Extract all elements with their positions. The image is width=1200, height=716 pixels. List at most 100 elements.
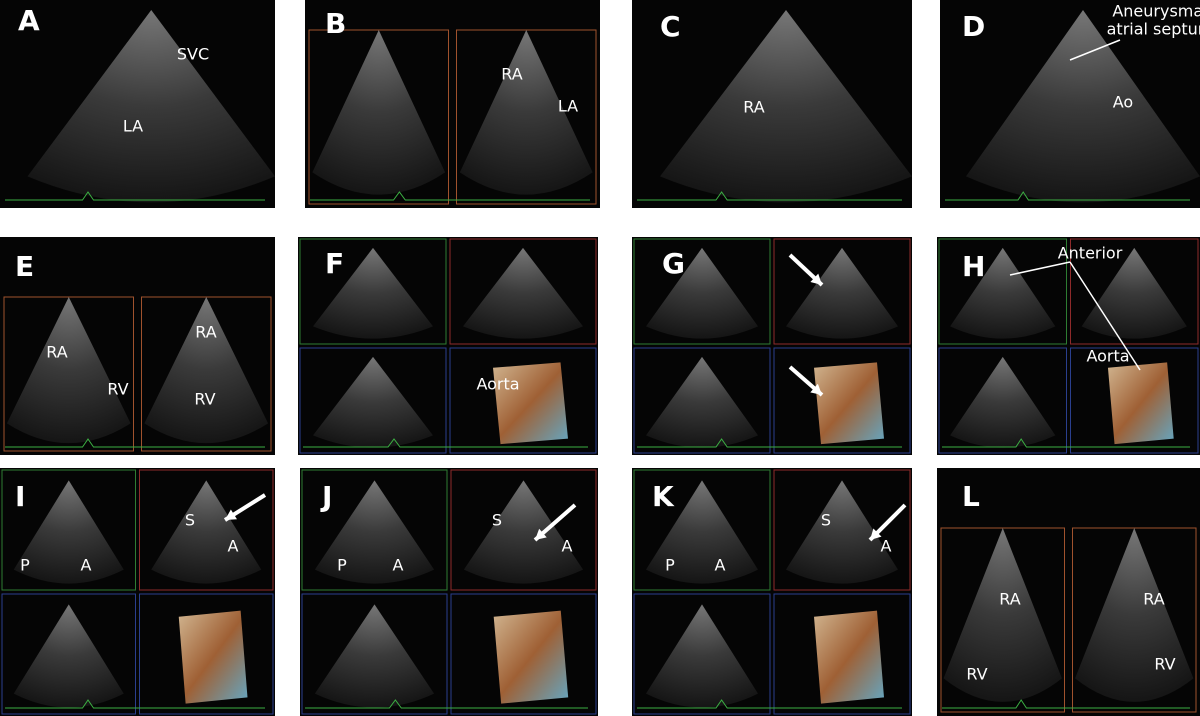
echo-sector <box>463 480 584 584</box>
panel: I P A S A <box>0 468 275 716</box>
panel: A SVC LA <box>0 0 275 208</box>
anatomy-label: Aorta <box>1086 347 1129 366</box>
panel-letter: A <box>18 4 40 37</box>
ecg-trace <box>637 191 902 201</box>
echo-sector <box>144 297 269 444</box>
echo-sector <box>646 247 758 339</box>
anatomy-label: Anterior <box>1058 244 1123 263</box>
sub-view <box>773 469 911 591</box>
anatomy-label: S <box>492 511 502 530</box>
panel: B RA LA <box>305 0 600 208</box>
echo-sector <box>459 30 593 195</box>
panel: G <box>632 237 912 455</box>
panel: J P A S A <box>300 468 598 716</box>
ecg-trace <box>5 191 265 201</box>
panel-letter: E <box>15 250 34 283</box>
ecg-trace <box>5 438 265 448</box>
anatomy-label: Aneurysmal <box>1112 2 1200 21</box>
panel-letter: J <box>320 480 332 513</box>
anatomy-label: A <box>393 556 404 575</box>
anatomy-label: A <box>228 537 239 556</box>
anatomy-label: RA <box>743 98 764 117</box>
volume-render <box>1107 362 1174 445</box>
sub-view <box>938 347 1067 454</box>
echo-sector <box>646 356 758 448</box>
ecg-trace <box>305 699 588 709</box>
arrow-head <box>810 383 822 395</box>
sub-view <box>633 347 771 454</box>
panel-letter: G <box>662 247 685 280</box>
echo-sector <box>966 10 1200 203</box>
sub-view <box>1070 347 1199 454</box>
sub-view <box>301 469 448 591</box>
ecg-trace <box>303 438 588 448</box>
echo-sector <box>646 604 758 708</box>
sub-view <box>450 469 597 591</box>
ecg-trace <box>5 699 265 709</box>
echo-sector <box>943 528 1062 702</box>
pointer-line <box>1009 261 1071 276</box>
panel: F Aorta <box>298 237 598 455</box>
anatomy-label: RA <box>501 65 522 84</box>
echo-sector <box>312 30 446 195</box>
anatomy-label: A <box>81 556 92 575</box>
sub-view <box>301 593 448 715</box>
echo-sector <box>314 604 435 708</box>
panel-letter: F <box>325 247 344 280</box>
echo-sector <box>950 247 1056 339</box>
panel-letter: B <box>325 7 346 40</box>
sub-view <box>450 593 597 715</box>
anatomy-label: RV <box>1154 655 1175 674</box>
anatomy-label: Ao <box>1113 93 1133 112</box>
ecg-trace <box>637 438 902 448</box>
anatomy-label: RV <box>966 665 987 684</box>
anatomy-label: S <box>821 511 831 530</box>
sub-view <box>1070 238 1199 345</box>
sub-view <box>139 469 274 591</box>
anatomy-label: Aorta <box>476 375 519 394</box>
anatomy-label: RA <box>46 343 67 362</box>
panel: C RA <box>632 0 912 208</box>
volume-render <box>493 610 569 704</box>
echo-sector <box>646 480 758 584</box>
anatomy-label: RA <box>1143 590 1164 609</box>
anatomy-label: LA <box>123 117 143 136</box>
echo-sector <box>786 480 898 584</box>
anatomy-label: A <box>881 537 892 556</box>
volume-render <box>493 362 568 445</box>
panel-letter: D <box>962 10 985 43</box>
sub-view <box>773 593 911 715</box>
echo-sector <box>313 356 433 448</box>
ecg-trace <box>310 191 590 201</box>
echo-sector <box>1075 528 1194 702</box>
panel: H Anterior Aorta <box>937 237 1200 455</box>
sub-view <box>938 238 1067 345</box>
anatomy-label: RA <box>999 590 1020 609</box>
panel-letter: L <box>962 480 980 513</box>
sub-view <box>633 238 771 345</box>
anatomy-label: P <box>20 556 30 575</box>
sub-view <box>299 238 447 345</box>
anatomy-label: atrial septum <box>1107 20 1200 39</box>
anatomy-label: P <box>337 556 347 575</box>
sub-view <box>633 469 771 591</box>
echo-sector <box>151 480 262 584</box>
echo-sector <box>13 480 124 584</box>
ecg-trace <box>942 699 1190 709</box>
arrow-head <box>810 273 822 285</box>
anatomy-label: A <box>562 537 573 556</box>
panel: K P A S A <box>632 468 912 716</box>
sub-view <box>773 238 911 345</box>
anatomy-label: P <box>665 556 675 575</box>
echo-sector <box>463 247 583 339</box>
sub-view <box>299 347 447 454</box>
anatomy-label: RV <box>194 390 215 409</box>
panel-letter: I <box>15 480 25 513</box>
ecg-trace <box>637 699 902 709</box>
ecg-trace <box>945 191 1190 201</box>
arrow-head <box>870 528 882 540</box>
panel: L RA RV RA RV <box>937 468 1200 716</box>
